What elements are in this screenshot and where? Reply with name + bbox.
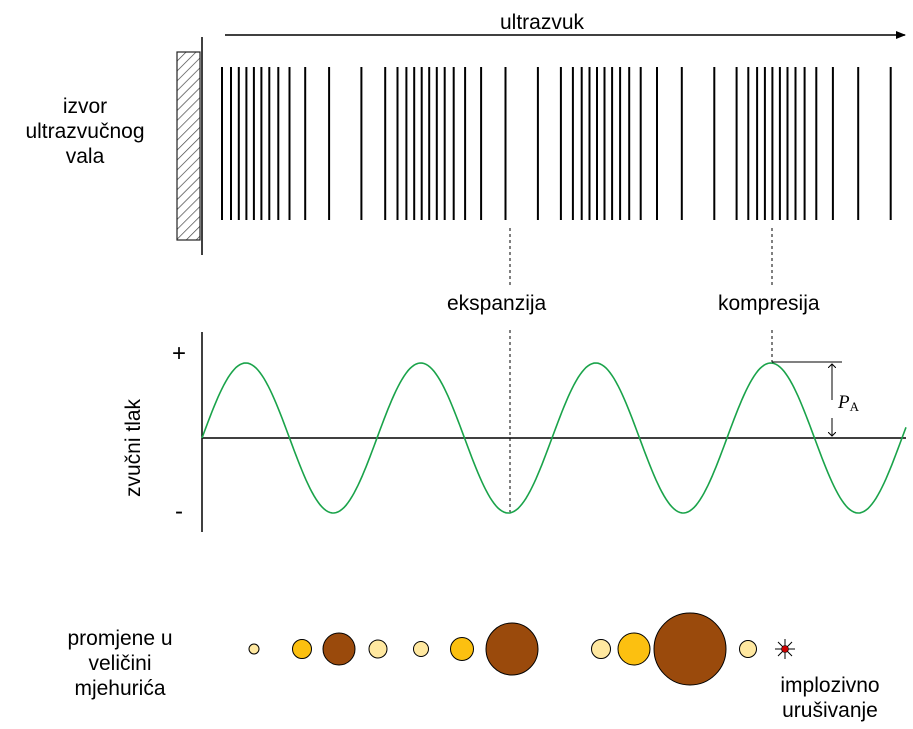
ultrasound-label: ultrazvuk bbox=[500, 11, 585, 34]
sound-pressure-wave bbox=[201, 362, 907, 514]
bubble-label-line2: veličini bbox=[88, 652, 152, 676]
bubble-small bbox=[591, 639, 611, 659]
bubble-label-line3: mjehurića bbox=[74, 677, 166, 701]
bubble-small bbox=[739, 640, 757, 658]
ultrasound-source-block bbox=[176, 51, 201, 241]
implosion-label-line2: urušivanje bbox=[782, 699, 878, 723]
source-label-line1: izvor bbox=[62, 95, 108, 118]
bubble-large bbox=[485, 622, 539, 676]
compression-label: kompresija bbox=[718, 292, 820, 315]
plus-sign: + bbox=[172, 340, 187, 367]
amplitude-symbol: P bbox=[838, 392, 850, 413]
bubble-large bbox=[322, 632, 356, 666]
amplitude-subscript: A bbox=[849, 399, 859, 414]
source-label-line2: ultrazvučnog bbox=[25, 120, 145, 144]
bubble-label-line1: promjene u bbox=[67, 627, 173, 650]
bubble-medium bbox=[450, 637, 474, 661]
bubble-label: promjene u veličini mjehurića bbox=[20, 626, 220, 702]
amplitude-label: PA bbox=[838, 392, 859, 415]
implosion-label: implozivno urušivanje bbox=[760, 673, 900, 723]
implosion-star-icon bbox=[775, 639, 795, 659]
pressure-density-lines bbox=[221, 67, 892, 220]
y-axis-label: zvučni tlak bbox=[122, 398, 145, 497]
minus-sign: - bbox=[175, 498, 183, 525]
implosion-label-line1: implozivno bbox=[780, 674, 880, 697]
bubble-medium bbox=[617, 632, 651, 666]
bubble-small bbox=[248, 643, 260, 655]
bubble-large bbox=[653, 612, 727, 686]
expansion-label: ekspanzija bbox=[447, 292, 547, 315]
source-label: izvor ultrazvučnog vala bbox=[0, 94, 170, 170]
bubble-size-sequence bbox=[248, 612, 757, 686]
source-label-line3: vala bbox=[65, 145, 105, 169]
bubble-small bbox=[413, 641, 429, 657]
bubble-medium bbox=[292, 639, 312, 659]
bubble-small bbox=[368, 639, 388, 659]
